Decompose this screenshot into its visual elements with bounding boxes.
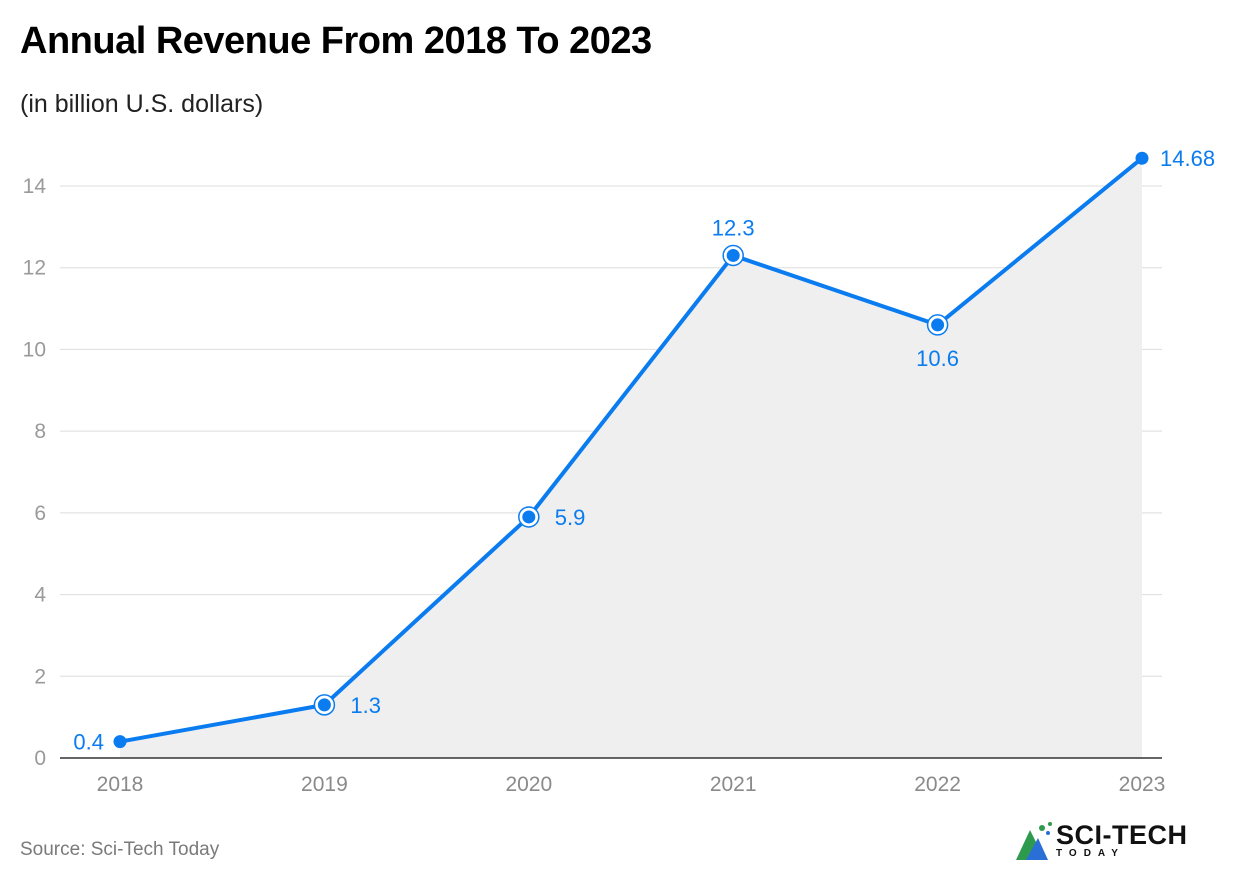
data-points [113, 151, 1149, 749]
sci-tech-logo: SCI-TECH TODAY [1012, 820, 1192, 864]
axes: 0 2 4 6 8 10 12 14 2018 2019 2020 2021 2022 2023 [23, 175, 1166, 796]
data-point-2019 [317, 698, 331, 712]
logo-text: SCI-TECH [1056, 820, 1188, 850]
y-tick-label: 6 [34, 502, 46, 525]
data-point-2023 [1135, 151, 1149, 165]
data-label-2022: 10.6 [916, 346, 959, 371]
data-point-2022 [931, 318, 945, 332]
data-label-2023: 14.68 [1160, 146, 1215, 171]
logo-mark-icon [1016, 822, 1052, 860]
data-point-2021 [726, 248, 740, 262]
data-label-2018: 0.4 [73, 730, 104, 755]
x-tick-label-2023: 2023 [1119, 773, 1166, 796]
x-tick-label-2020: 2020 [505, 773, 552, 796]
y-tick-label: 14 [23, 175, 47, 198]
y-tick-label: 0 [34, 747, 46, 770]
data-label-2021: 12.3 [712, 215, 755, 240]
y-tick-label: 12 [23, 257, 46, 280]
data-label-2020: 5.9 [555, 505, 586, 530]
data-point-2020 [522, 510, 536, 524]
data-labels: 0.4 1.3 5.9 12.3 10.6 14.68 [73, 146, 1215, 754]
data-label-2019: 1.3 [350, 693, 381, 718]
chart-title: Annual Revenue From 2018 To 2023 [20, 20, 652, 62]
series-line-revenue [118, 156, 1144, 744]
y-tick-label: 2 [34, 665, 46, 688]
area-fill [120, 158, 1142, 758]
x-tick-label-2018: 2018 [97, 773, 144, 796]
y-tick-label: 10 [23, 338, 46, 361]
x-tick-label-2022: 2022 [914, 773, 961, 796]
y-tick-label: 8 [34, 420, 46, 443]
data-point-2018 [113, 735, 127, 749]
series-line-layer [118, 156, 1144, 744]
x-tick-label-2021: 2021 [710, 773, 757, 796]
logo-subtext: TODAY [1056, 848, 1125, 859]
y-tick-label: 4 [34, 584, 46, 607]
area-fill-layer [120, 158, 1142, 758]
source-note: Source: Sci-Tech Today [20, 839, 220, 860]
chart-subtitle: (in billion U.S. dollars) [20, 90, 264, 118]
x-tick-label-2019: 2019 [301, 773, 348, 796]
